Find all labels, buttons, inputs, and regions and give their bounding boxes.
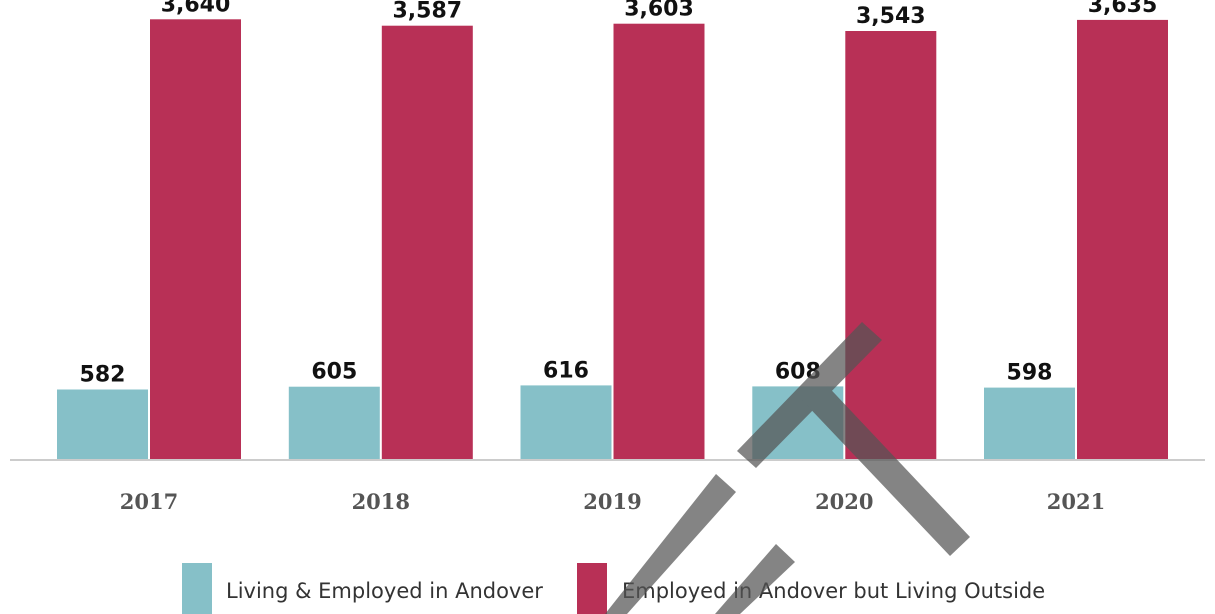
watermark-stroke-bottom: [715, 544, 795, 614]
legend-swatch-living-employed: [182, 563, 212, 614]
bar-series0-2017: [57, 389, 148, 460]
legend-swatch-employed-outside: [577, 563, 607, 614]
value-label-series1-2021: 3,635: [1088, 0, 1158, 18]
value-label-series1-2020: 3,543: [856, 4, 926, 29]
value-label-series1-2019: 3,603: [624, 0, 694, 22]
legend: Living & Employed in Andover Employed in…: [182, 563, 1045, 614]
bars-layer: [57, 19, 1168, 461]
value-label-series0-2017: 582: [80, 363, 126, 388]
value-label-series0-2019: 616: [543, 358, 589, 383]
bar-series1-2017: [150, 19, 241, 461]
legend-label-living-employed: Living & Employed in Andover: [226, 579, 543, 603]
watermark-chevron: [605, 322, 970, 614]
bar-series1-2021: [1077, 19, 1168, 461]
watermark-stroke-lower-left: [605, 474, 736, 614]
bar-series0-2018: [288, 386, 380, 460]
bar-series1-2018: [381, 25, 473, 460]
bar-series1-2019: [613, 23, 705, 460]
x-tick-2020: 2020: [815, 489, 873, 514]
watermark-stroke-right: [800, 378, 970, 556]
x-tick-2019: 2019: [583, 489, 641, 514]
x-tick-labels: 2017 2018 2019 2020 2021: [120, 489, 1105, 514]
x-tick-2018: 2018: [352, 489, 410, 514]
bar-series1-2020: [845, 31, 937, 460]
value-label-series0-2021: 598: [1007, 361, 1053, 386]
value-label-series1-2017: 3,640: [161, 0, 231, 17]
bar-series0-2019: [520, 385, 612, 460]
value-label-series0-2018: 605: [311, 360, 357, 385]
x-tick-2017: 2017: [120, 489, 178, 514]
value-label-series1-2018: 3,587: [393, 0, 463, 24]
legend-label-employed-outside: Employed in Andover but Living Outside: [622, 579, 1045, 603]
x-tick-2021: 2021: [1047, 489, 1105, 514]
bar-series0-2021: [984, 387, 1075, 460]
